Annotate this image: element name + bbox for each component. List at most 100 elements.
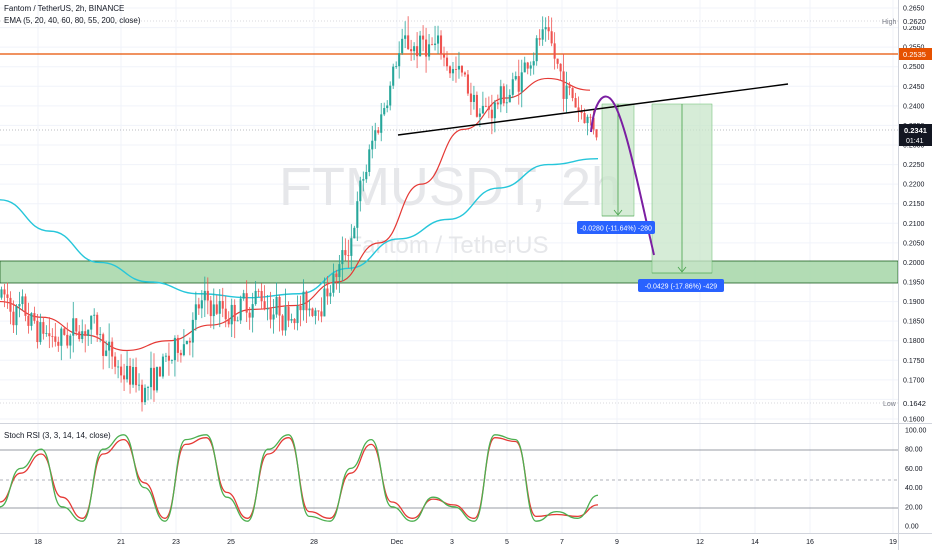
candle-body <box>571 88 574 99</box>
candle-body <box>54 336 57 342</box>
candle-body <box>87 329 90 336</box>
candle-body <box>568 85 571 89</box>
candle-body <box>251 304 254 318</box>
rsi-tick-label: 80.00 <box>905 447 923 454</box>
rsi-axis[interactable]: 100.00 80.00 60.00 40.00 20.00 0.00 <box>905 428 927 531</box>
candle-body <box>410 49 413 52</box>
candle-body <box>347 255 350 257</box>
low-badge: Low 0.1642 <box>883 397 930 408</box>
candle-body <box>454 69 458 70</box>
candle-body <box>42 322 45 334</box>
candle-body <box>451 69 455 74</box>
candle-body <box>170 360 173 361</box>
candle-body <box>398 53 401 67</box>
candle-body <box>401 38 404 54</box>
candle-body <box>129 365 132 385</box>
candle-body <box>96 314 99 335</box>
svg-text:0.2341: 0.2341 <box>904 126 927 135</box>
candle-body <box>299 305 302 311</box>
candle-body <box>505 102 508 104</box>
price-tick-label: 0.1700 <box>903 377 925 384</box>
candle-body <box>3 289 6 295</box>
candle-body <box>30 313 33 326</box>
candle-body <box>27 315 30 326</box>
price-tick-label: 0.2050 <box>903 240 925 247</box>
candle-body <box>472 94 475 102</box>
price-axis[interactable]: 0.26500.26000.25500.25000.24500.24000.23… <box>903 6 925 424</box>
candle-body <box>143 387 147 403</box>
candle-body <box>155 367 159 391</box>
svg-text:0.2620: 0.2620 <box>903 17 926 26</box>
candle-body <box>332 273 335 293</box>
ema-fast-line[interactable] <box>0 77 591 352</box>
candle-body <box>84 331 87 336</box>
time-tick-label: 9 <box>615 539 619 546</box>
neckline-trendline[interactable] <box>397 83 789 136</box>
candle-body <box>574 98 577 108</box>
projection-curve[interactable] <box>590 95 655 256</box>
candle-body <box>374 130 377 141</box>
candle-body <box>0 289 3 298</box>
stoch-k-line[interactable] <box>0 434 599 522</box>
ema-slow-line[interactable] <box>0 158 599 299</box>
candle-body <box>212 304 215 317</box>
candle-body <box>224 308 227 320</box>
candle-body <box>281 315 284 331</box>
candle-body <box>547 27 550 32</box>
time-tick-label: 18 <box>34 539 42 546</box>
candle-body <box>102 334 105 356</box>
measure-label-2: -0.0429 (-17.86%) -429 <box>638 279 724 292</box>
candle-body <box>395 66 398 68</box>
candle-body <box>72 318 75 336</box>
candle-body <box>134 367 138 386</box>
time-tick-label: 5 <box>505 539 509 546</box>
candle-body <box>272 314 275 320</box>
candle-body <box>254 290 257 305</box>
candle-body <box>538 38 541 40</box>
candle-body <box>311 308 314 316</box>
candle-body <box>60 328 63 346</box>
candle-body <box>161 356 165 377</box>
candle-body <box>481 105 484 114</box>
time-axis[interactable]: 18 21 23 25 28 Dec 3 5 7 9 12 14 16 19 <box>34 539 897 546</box>
price-tick-label: 0.2500 <box>903 64 925 71</box>
candle-body <box>407 35 410 50</box>
candle-body <box>580 110 583 113</box>
candle-body <box>463 72 466 75</box>
time-tick-label: 25 <box>227 539 235 546</box>
candle-body <box>317 310 320 312</box>
time-tick-label: Dec <box>391 539 404 546</box>
candle-body <box>63 328 66 335</box>
candle-body <box>490 109 493 119</box>
candle-body <box>209 300 212 317</box>
candle-body <box>164 355 167 357</box>
candle-body <box>137 384 141 386</box>
measure-box-1[interactable] <box>601 103 635 217</box>
candle-body <box>496 102 499 105</box>
price-tick-label: 0.2450 <box>903 84 925 91</box>
measure-box-2[interactable] <box>651 103 713 274</box>
candle-body <box>383 108 386 115</box>
candle-body <box>308 308 311 311</box>
watermark-symbol: FTMUSDT, 2h <box>279 157 621 217</box>
candles <box>0 15 598 412</box>
price-tick-label: 0.1800 <box>903 338 925 345</box>
candle-body <box>323 288 326 317</box>
candle-body <box>176 337 179 353</box>
candle-body <box>194 304 197 320</box>
candle-body <box>457 65 461 70</box>
candle-body <box>359 180 362 202</box>
candle-body <box>21 296 24 305</box>
candle-body <box>559 63 562 72</box>
candle-body <box>362 179 365 181</box>
candle-body <box>404 35 407 39</box>
svg-text:01:41: 01:41 <box>906 138 924 145</box>
candle-body <box>442 54 446 58</box>
candle-body <box>433 43 437 45</box>
ema-legend[interactable]: EMA (5, 20, 40, 60, 80, 55, 200, close) <box>4 16 141 25</box>
candle-body <box>108 341 111 351</box>
candle-body <box>33 313 36 321</box>
stoch-rsi-legend[interactable]: Stoch RSI (3, 3, 14, 14, close) <box>4 431 111 440</box>
candle-body <box>99 334 102 336</box>
